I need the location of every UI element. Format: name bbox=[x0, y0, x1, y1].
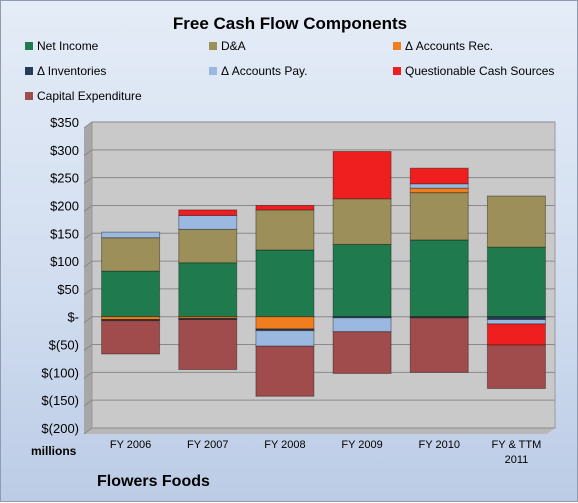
plot-area bbox=[91, 121, 556, 429]
y-tick-label: $100 bbox=[50, 254, 79, 269]
bar-accounts-pay-fy-2009 bbox=[332, 317, 392, 333]
x-tick-label: 2011 bbox=[505, 454, 529, 466]
gridline-depth bbox=[83, 427, 93, 435]
y-tick-label: $200 bbox=[50, 198, 79, 213]
company-name: Flowers Foods bbox=[97, 473, 210, 490]
bar-questionable-cash-sources-fy-2010 bbox=[409, 167, 469, 185]
plot-floor bbox=[84, 428, 555, 434]
bar-capital-expenditure-fy-2008 bbox=[255, 345, 315, 397]
gridline-depth bbox=[83, 344, 93, 351]
legend-label: Δ Accounts Pay. bbox=[221, 64, 308, 78]
gridline-depth bbox=[83, 121, 93, 129]
x-tick-label: FY 2007 bbox=[187, 439, 228, 451]
gridline-depth bbox=[83, 288, 93, 296]
bar-net-income-fy-2008 bbox=[255, 249, 315, 318]
x-tick-label: FY 2010 bbox=[419, 439, 460, 451]
bar-net-income-fy-2009 bbox=[332, 243, 392, 318]
bar-net-income-fy-2007 bbox=[178, 262, 238, 318]
bar-accounts-pay-fy-2007 bbox=[178, 214, 238, 230]
legend-swatch bbox=[25, 42, 33, 50]
gridline-depth bbox=[83, 149, 93, 157]
legend-swatch bbox=[393, 67, 401, 75]
bar-d-a-fy-2006 bbox=[101, 237, 161, 272]
legend-label: Δ Inventories bbox=[37, 64, 107, 78]
x-tick-label: FY 2008 bbox=[264, 439, 305, 451]
y-tick-label: $(150) bbox=[41, 393, 79, 408]
y-tick-label: $300 bbox=[50, 143, 79, 158]
gridline-depth bbox=[83, 177, 93, 185]
gridline-depth bbox=[83, 260, 93, 268]
y-tick-label: $50 bbox=[57, 282, 79, 297]
y-tick-label: $250 bbox=[50, 171, 79, 186]
y-tick-label: $(100) bbox=[41, 365, 79, 380]
bar-accounts-pay-fy-2006 bbox=[101, 231, 161, 239]
units-label: millions bbox=[31, 444, 77, 458]
legend-label: Capital Expenditure bbox=[37, 89, 142, 103]
bar-questionable-cash-sources-fy-2008 bbox=[255, 204, 315, 211]
bar-capital-expenditure-fy-2006 bbox=[101, 320, 161, 355]
x-tick-label: FY 2009 bbox=[341, 439, 382, 451]
bar-questionable-cash-sources-fy-2007 bbox=[178, 209, 238, 216]
bar-d-a-fy-2009 bbox=[332, 198, 392, 245]
bar-capital-expenditure-fy-ttm-2011 bbox=[486, 344, 546, 389]
legend-swatch bbox=[25, 67, 33, 75]
bar-accounts-pay-fy-2010 bbox=[409, 183, 469, 189]
legend-label: Net Income bbox=[37, 39, 99, 53]
bar-net-income-fy-ttm-2011 bbox=[486, 246, 546, 318]
y-tick-label: $150 bbox=[50, 226, 79, 241]
x-tick-label: FY & TTM bbox=[492, 439, 542, 451]
gridline-depth bbox=[83, 316, 93, 324]
y-tick-label: $(200) bbox=[41, 421, 79, 436]
bar-d-a-fy-2008 bbox=[255, 209, 315, 251]
legend-swatch bbox=[393, 42, 401, 50]
bar-questionable-cash-sources-fy-ttm-2011 bbox=[486, 323, 546, 346]
bar-accounts-rec-fy-2008 bbox=[255, 316, 315, 330]
gridline-depth bbox=[83, 205, 93, 212]
bar-accounts-pay-fy-ttm-2011 bbox=[486, 319, 546, 325]
bar-net-income-fy-2006 bbox=[101, 270, 161, 318]
legend-label: Δ Accounts Rec. bbox=[405, 39, 494, 53]
bar-capital-expenditure-fy-2009 bbox=[332, 331, 392, 374]
plot-side-wall bbox=[84, 122, 92, 434]
legend-label: D&A bbox=[221, 39, 246, 53]
bar-capital-expenditure-fy-2010 bbox=[409, 317, 469, 373]
y-tick-label: $- bbox=[67, 310, 79, 325]
gridline-depth bbox=[83, 232, 93, 240]
legend-swatch bbox=[209, 42, 217, 50]
y-tick-label: $350 bbox=[50, 115, 79, 130]
bar-d-a-fy-ttm-2011 bbox=[486, 195, 546, 248]
bar-questionable-cash-sources-fy-2009 bbox=[332, 150, 392, 200]
legend-label: Questionable Cash Sources bbox=[405, 64, 555, 78]
legend-swatch bbox=[25, 92, 33, 100]
x-tick-label: FY 2006 bbox=[110, 439, 151, 451]
gridline-depth bbox=[83, 399, 93, 407]
bar-net-income-fy-2010 bbox=[409, 239, 469, 318]
gridline-depth bbox=[83, 371, 93, 379]
y-tick-label: $(50) bbox=[49, 338, 79, 353]
bar-accounts-pay-fy-2008 bbox=[255, 330, 315, 347]
chart-title: Free Cash Flow Components bbox=[172, 14, 408, 33]
legend-swatch bbox=[209, 67, 217, 75]
bar-d-a-fy-2010 bbox=[409, 192, 469, 241]
bar-accounts-rec-fy-2010 bbox=[409, 187, 469, 194]
bar-capital-expenditure-fy-2007 bbox=[178, 319, 238, 371]
bar-d-a-fy-2007 bbox=[178, 228, 238, 264]
